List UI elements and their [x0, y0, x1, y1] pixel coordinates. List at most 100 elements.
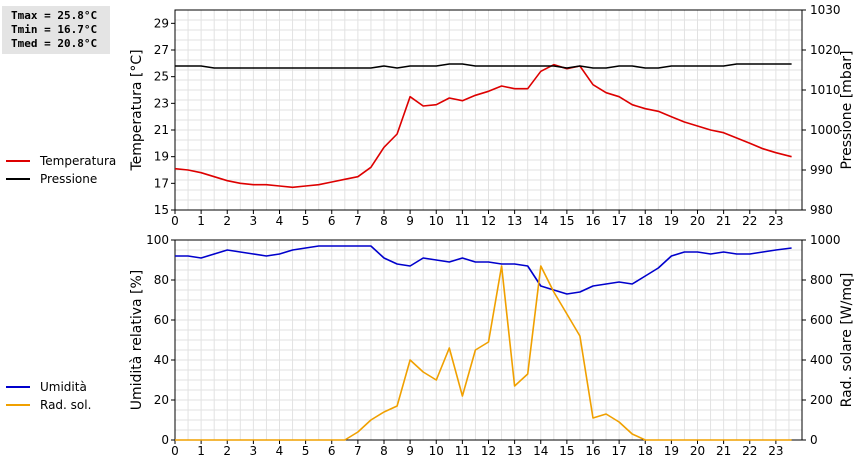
x-tick-label: 17 — [611, 444, 626, 458]
legend-swatch-rad-sol — [6, 404, 30, 406]
x-tick-label: 22 — [742, 214, 757, 228]
x-tick-label: 21 — [716, 214, 731, 228]
y-tick-label-right: 800 — [810, 273, 833, 287]
legend-item-pressione: Pressione — [6, 170, 116, 188]
legend-bottom: Umidità Rad. sol. — [6, 378, 91, 414]
x-tick-label: 5 — [302, 214, 310, 228]
x-tick-label: 13 — [507, 444, 522, 458]
y-tick-label-left: 29 — [154, 16, 169, 30]
x-tick-label: 9 — [406, 214, 414, 228]
x-tick-label: 1 — [197, 214, 205, 228]
x-tick-label: 7 — [354, 444, 362, 458]
series-line-umidit — [175, 245, 792, 295]
legend-top: Temperatura Pressione — [6, 152, 116, 188]
x-tick-label: 8 — [380, 444, 388, 458]
x-tick-label: 1 — [197, 444, 205, 458]
y-tick-label-left: 27 — [154, 43, 169, 57]
x-tick-label: 22 — [742, 444, 757, 458]
x-tick-label: 16 — [585, 214, 600, 228]
x-tick-label: 3 — [250, 444, 258, 458]
x-tick-label: 6 — [328, 214, 336, 228]
y-tick-label-left: 40 — [154, 353, 169, 367]
legend-label-umidita: Umidità — [40, 380, 87, 394]
legend-item-rad-sol: Rad. sol. — [6, 396, 91, 414]
y-tick-label-right: 1000 — [810, 233, 841, 247]
y-tick-label-right: 0 — [810, 433, 818, 447]
y-tick-label-right: 400 — [810, 353, 833, 367]
x-tick-label: 13 — [507, 214, 522, 228]
x-tick-label: 12 — [481, 444, 496, 458]
x-tick-label: 14 — [533, 214, 548, 228]
y-tick-label-right: 1030 — [810, 3, 841, 17]
legend-swatch-temperatura — [6, 160, 30, 162]
stat-tmax: Tmax = 25.8°C — [11, 9, 98, 22]
x-tick-label: 23 — [768, 444, 783, 458]
y-tick-label-right: 990 — [810, 163, 833, 177]
x-tick-label: 18 — [638, 214, 653, 228]
legend-swatch-umidita — [6, 386, 30, 388]
x-tick-label: 0 — [171, 444, 179, 458]
x-tick-label: 2 — [223, 214, 231, 228]
x-tick-label: 20 — [690, 214, 705, 228]
x-tick-label: 16 — [585, 444, 600, 458]
x-tick-label: 8 — [380, 214, 388, 228]
y-tick-label-left: 0 — [161, 433, 169, 447]
y-axis-title-right: Pressione [mbar] — [839, 50, 855, 169]
series-line-rad-sol — [175, 265, 792, 441]
y-tick-label-right: 600 — [810, 313, 833, 327]
x-tick-label: 21 — [716, 444, 731, 458]
x-tick-label: 5 — [302, 444, 310, 458]
y-tick-label-left: 23 — [154, 96, 169, 110]
stats-box: Tmax = 25.8°C Tmin = 16.7°C Tmed = 20.8°… — [2, 6, 110, 54]
x-tick-label: 15 — [559, 214, 574, 228]
y-tick-label-right: 1020 — [810, 43, 841, 57]
x-tick-label: 4 — [276, 214, 284, 228]
legend-item-temperatura: Temperatura — [6, 152, 116, 170]
x-tick-label: 11 — [455, 214, 470, 228]
y-axis-title-left: Temperatura [°C] — [129, 49, 145, 171]
x-tick-label: 6 — [328, 444, 336, 458]
chart-panel-1: 0 1 2 3 4 5 6 7 8 9 10 11 12 13 14 15 16 17 18 19 20 21 22 2302… — [129, 233, 855, 458]
y-tick-label-left: 80 — [154, 273, 169, 287]
x-tick-label: 20 — [690, 444, 705, 458]
series-line-temperatura — [174, 63, 792, 189]
legend-label-pressione: Pressione — [40, 172, 98, 186]
x-tick-label: 19 — [664, 444, 679, 458]
y-axis-title-left: Umidità relativa [%] — [129, 270, 145, 411]
y-tick-label-left: 21 — [154, 123, 169, 137]
legend-label-temperatura: Temperatura — [40, 154, 117, 168]
x-tick-label: 4 — [276, 444, 284, 458]
y-tick-label-left: 60 — [154, 313, 169, 327]
x-tick-label: 9 — [406, 444, 414, 458]
x-tick-label: 17 — [611, 214, 626, 228]
legend-swatch-pressione — [6, 178, 30, 180]
x-tick-label: 3 — [250, 214, 258, 228]
x-tick-label: 12 — [481, 214, 496, 228]
x-tick-label: 19 — [664, 214, 679, 228]
y-tick-label-right: 200 — [810, 393, 833, 407]
y-axis-title-right: Rad. solare [W/mq] — [839, 273, 855, 408]
y-tick-label-right: 980 — [810, 203, 833, 217]
y-tick-label-left: 17 — [154, 176, 169, 190]
y-tick-label-left: 15 — [154, 203, 169, 217]
x-tick-label: 15 — [559, 444, 574, 458]
x-tick-label: 11 — [455, 444, 470, 458]
x-tick-label: 14 — [533, 444, 548, 458]
chart-panel-0: 0 1 2 3 4 5 6 7 8 9 10 11 12 13 14 15 16 17 18 19 20 21 22 2315… — [129, 3, 855, 228]
x-tick-label: 10 — [429, 214, 444, 228]
stat-tmed: Tmed = 20.8°C — [11, 37, 98, 50]
series-line-pressione — [175, 63, 792, 69]
y-tick-label-left: 19 — [154, 150, 169, 164]
x-tick-label: 10 — [429, 444, 444, 458]
y-tick-label-right: 1010 — [810, 83, 841, 97]
x-tick-label: 2 — [223, 444, 231, 458]
legend-label-rad-sol: Rad. sol. — [40, 398, 92, 412]
y-tick-label-left: 100 — [146, 233, 169, 247]
x-tick-label: 18 — [638, 444, 653, 458]
x-tick-label: 0 — [171, 214, 179, 228]
stat-tmin: Tmin = 16.7°C — [11, 23, 98, 36]
y-tick-label-right: 1000 — [810, 123, 841, 137]
y-tick-label-left: 25 — [154, 70, 169, 84]
x-tick-label: 7 — [354, 214, 362, 228]
